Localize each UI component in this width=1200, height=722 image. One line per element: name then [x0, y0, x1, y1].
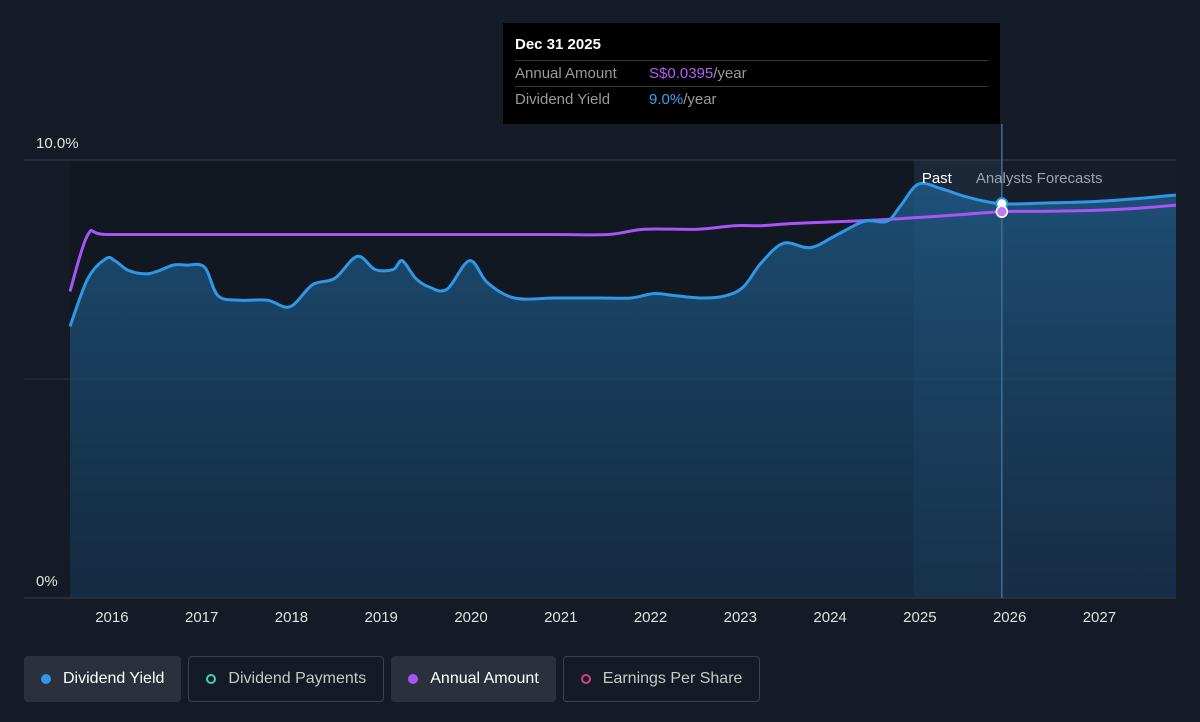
dividend-yield-line [68, 181, 1177, 327]
x-tick-label-2026: 2026 [993, 609, 1026, 626]
x-tick-label-2024: 2024 [813, 609, 846, 626]
x-tick-label-2021: 2021 [544, 609, 577, 626]
legend-dot-dividend-yield [41, 674, 51, 684]
legend: Dividend Yield Dividend Payments Annual … [24, 656, 761, 702]
dividend-yield-area [70, 183, 1176, 598]
tooltip-dividend-yield-value: 9.0% [649, 91, 684, 108]
legend-label-dividend-payments: Dividend Payments [228, 670, 367, 687]
tooltip-date: Dec 31 2025 [515, 36, 601, 53]
past-label: Past [922, 170, 953, 187]
legend-dot-annual-amount [408, 674, 419, 684]
x-tick-label-2023: 2023 [724, 609, 757, 626]
legend-label-earnings-per-share: Earnings Per Share [602, 670, 743, 687]
tooltip-annual-amount-value: S$0.0395 [649, 65, 714, 82]
tooltip-dividend-yield-unit: /year [683, 91, 717, 108]
legend-item-dividend-payments[interactable]: Dividend Payments [188, 656, 385, 702]
tooltip-annual-amount-unit: /year [713, 65, 747, 82]
legend-item-dividend-yield[interactable]: Dividend Yield [24, 656, 182, 702]
legend-label-annual-amount: Annual Amount [430, 670, 539, 687]
legend-item-earnings-per-share[interactable]: Earnings Per Share [562, 656, 761, 702]
tooltip: Dec 31 2025 Annual Amount S$0.0395 /year… [503, 23, 1000, 124]
tooltip-dividend-yield-row: Dividend Yield 9.0% /year [515, 86, 988, 112]
y-tick-label-bottom: 0% [36, 573, 58, 590]
legend-dot-dividend-payments [206, 674, 217, 684]
annual-amount-marker [995, 205, 1009, 218]
x-tick-label-2016: 2016 [95, 609, 128, 626]
legend-label-dividend-yield: Dividend Yield [63, 670, 165, 687]
x-tick-label-2022: 2022 [634, 609, 667, 626]
x-tick-label-2027: 2027 [1083, 609, 1116, 626]
tooltip-dividend-yield-label: Dividend Yield [515, 91, 611, 108]
tooltip-annual-amount-row: Annual Amount S$0.0395 /year [515, 60, 988, 86]
y-tick-label-top: 10.0% [36, 135, 79, 152]
x-tick-label-2018: 2018 [275, 609, 308, 626]
x-tick-label-2017: 2017 [185, 609, 218, 626]
x-tick-label-2019: 2019 [365, 609, 398, 626]
x-tick-label-2020: 2020 [454, 609, 487, 626]
legend-item-annual-amount[interactable]: Annual Amount [391, 656, 556, 702]
x-tick-label-2025: 2025 [903, 609, 936, 626]
tooltip-annual-amount-label: Annual Amount [515, 65, 617, 82]
forecast-label: Analysts Forecasts [976, 170, 1103, 187]
legend-dot-earnings-per-share [580, 674, 591, 684]
